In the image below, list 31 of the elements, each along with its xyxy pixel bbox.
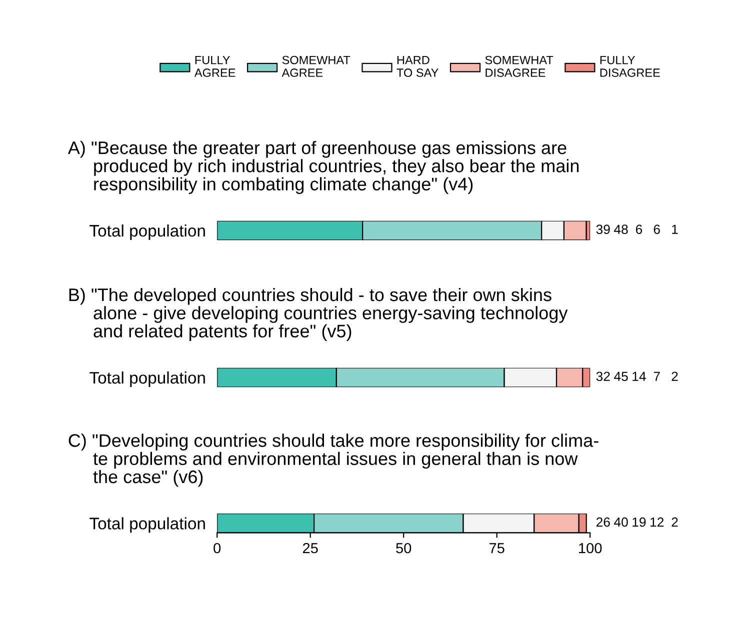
x-tick-label: 0 xyxy=(214,542,221,554)
text: 19 xyxy=(632,517,646,527)
text: 2 xyxy=(672,372,678,381)
text: 14 xyxy=(632,372,646,381)
legend-label: FULLY DISAGREE xyxy=(600,56,660,77)
x-tick-label: 75 xyxy=(489,543,504,554)
legend-label: SOMEWHAT AGREE xyxy=(282,56,350,77)
text: 7 xyxy=(654,372,660,381)
legend-label: FULLY AGREE xyxy=(194,56,236,77)
legend-label: SOMEWHAT DISAGREE xyxy=(485,56,554,77)
text: 6 xyxy=(654,224,660,234)
y-tick-label: Total population xyxy=(90,371,205,387)
text: 6 xyxy=(636,224,642,234)
y-tick-label: Total population xyxy=(90,224,205,240)
text: 40 xyxy=(614,517,628,527)
text: 26 xyxy=(596,517,610,527)
chart-title: C) "Developing countries should take more responsibility for clima- te problems and environmental issues in general than is now the case" (v6) xyxy=(68,434,598,487)
x-tick-label: 100 xyxy=(579,542,602,554)
text: 48 xyxy=(614,224,628,234)
text: 39 xyxy=(596,224,610,234)
x-tick-label: 25 xyxy=(302,542,318,554)
text: 1 xyxy=(672,224,678,234)
legend-label: HARD TO SAY xyxy=(396,56,438,77)
text: 45 xyxy=(614,372,628,382)
y-tick-label: Total population xyxy=(90,517,205,533)
text: 32 xyxy=(596,372,610,382)
chart-title: A) "Because the greater part of greenhouse gas emissions are produced by rich industrial countries, they also bear the main responsibility in combating climate change" (v4) xyxy=(68,140,579,194)
text: 12 xyxy=(650,517,664,527)
x-tick-label: 50 xyxy=(396,542,412,554)
text: 2 xyxy=(672,517,678,527)
chart-title: B) "The developed countries should - to save their own skins alone - give developing countries energy-saving technology and related patents for free" (v5) xyxy=(69,288,568,342)
